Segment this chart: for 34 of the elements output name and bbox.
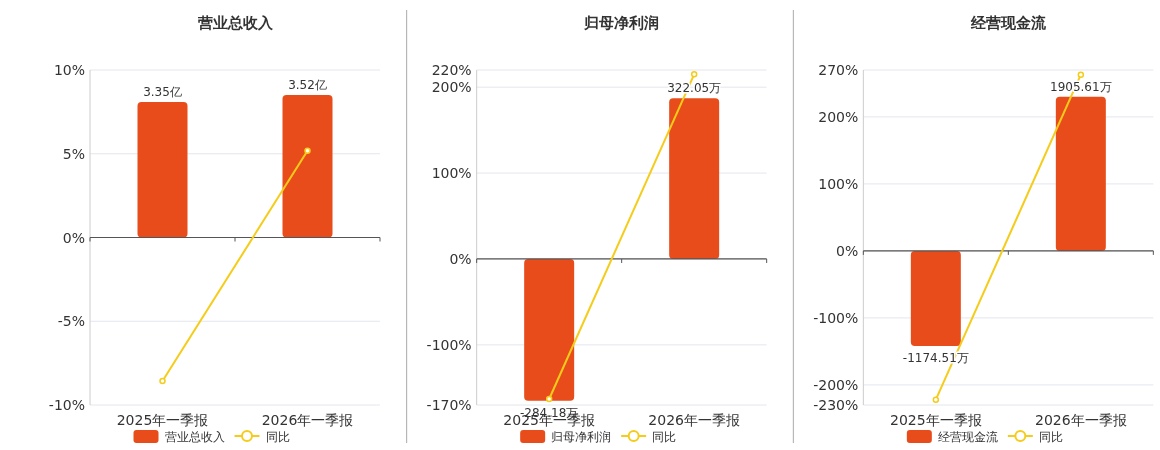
chart-title: 经营现金流 xyxy=(969,14,1047,32)
y-tick-label: -230% xyxy=(813,397,859,413)
y-tick-label: -170% xyxy=(426,397,472,413)
legend-label: 营业总收入 xyxy=(164,430,225,444)
x-tick-label: 2026年一季报 xyxy=(261,412,354,428)
data-label: 3.35亿 xyxy=(143,84,182,99)
y-tick-label: 0% xyxy=(836,242,859,259)
legend-label: 同比 xyxy=(1038,430,1063,444)
legend-label: 归母净利润 xyxy=(551,430,612,444)
y-tick-label: 200% xyxy=(818,108,859,125)
x-tick-label: 2026年一季报 xyxy=(648,412,740,428)
data-label: 3.52亿 xyxy=(288,78,327,93)
legend-label: 同比 xyxy=(652,430,677,444)
x-tick-label: 2026年一季报 xyxy=(1035,412,1127,428)
y-tick-label: 100% xyxy=(818,175,859,192)
y-tick-label: 5% xyxy=(62,145,85,162)
legend-label: 经营现金流 xyxy=(937,430,998,444)
x-tick-label: 2025年一季报 xyxy=(116,412,209,428)
y-tick-label: 10% xyxy=(53,62,85,78)
y-tick-label: -100% xyxy=(426,336,472,353)
y-tick-label: 200% xyxy=(431,79,472,96)
y-tick-label: 100% xyxy=(431,165,472,182)
y-tick-label: -10% xyxy=(48,397,85,413)
y-tick-label: 270% xyxy=(818,62,859,78)
y-tick-label: 0% xyxy=(62,229,85,246)
chart-title: 归母净利润 xyxy=(583,14,660,32)
chart-title: 营业总收入 xyxy=(196,14,274,32)
x-tick-label: 2025年一季报 xyxy=(890,412,982,428)
y-tick-label: -200% xyxy=(813,376,859,393)
y-tick-label: 220% xyxy=(431,62,472,78)
legend-label: 同比 xyxy=(265,430,290,444)
y-tick-label: 0% xyxy=(449,250,472,267)
y-tick-label: -5% xyxy=(57,313,85,330)
y-tick-label: -100% xyxy=(813,309,859,326)
